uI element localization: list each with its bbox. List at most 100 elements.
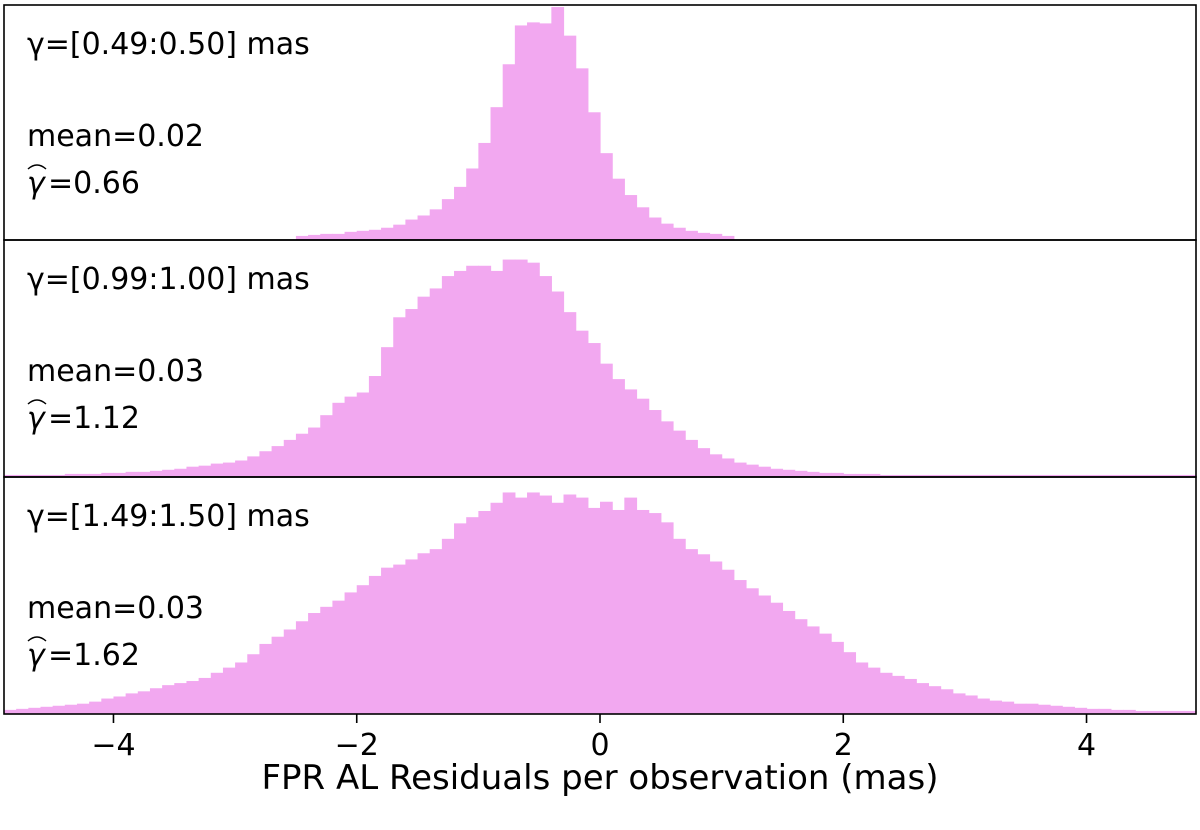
histogram-bar: [308, 427, 321, 477]
histogram-bar: [806, 626, 820, 714]
histogram-bar: [733, 462, 747, 477]
histogram-bar: [222, 462, 236, 477]
histogram-bar: [259, 643, 273, 714]
histogram-bar: [137, 691, 151, 714]
histogram-bar: [454, 186, 467, 240]
histogram-bar: [283, 439, 297, 477]
histogram-bar: [600, 153, 613, 240]
histogram-bar: [271, 446, 285, 477]
histogram-bar: [709, 561, 723, 714]
histogram-bar: [928, 686, 942, 714]
histogram-bar: [393, 317, 406, 477]
histogram-bar: [332, 233, 346, 240]
histogram-bar: [551, 502, 565, 714]
histogram-bar: [551, 291, 565, 477]
histogram-bar: [222, 667, 236, 714]
histogram-bar: [1110, 474, 1124, 477]
histogram-bar: [514, 25, 528, 240]
histogram-bar: [977, 698, 990, 714]
histogram-bar: [76, 703, 90, 714]
histogram-bar: [344, 396, 358, 477]
histogram-bar: [1123, 709, 1136, 714]
histogram-bar: [1183, 710, 1197, 714]
histogram-bar: [551, 7, 565, 241]
histogram-bar: [843, 652, 857, 714]
histogram-bar: [320, 606, 334, 714]
histogram-bar: [478, 511, 492, 714]
mean-label: mean=0.03: [27, 354, 204, 389]
histogram-bar: [916, 474, 930, 477]
gamma-range-label: γ=[1.49:1.50] mas: [27, 499, 310, 534]
histogram-bar: [16, 708, 29, 714]
histogram-bar: [76, 473, 90, 477]
histogram-bar: [1037, 704, 1051, 714]
histogram-bar: [1074, 474, 1088, 477]
histogram-bar: [4, 474, 17, 477]
histogram-bar: [52, 705, 66, 714]
gamma-hat-label: =1.62: [48, 638, 140, 673]
histogram-bar: [332, 600, 346, 714]
histogram-bar: [125, 471, 139, 477]
histogram-bar: [1159, 710, 1173, 714]
histogram-bar: [186, 681, 200, 714]
histogram-bar: [928, 474, 942, 477]
histogram-bar: [271, 636, 285, 714]
histogram-bar: [125, 693, 139, 714]
histogram-bar: [283, 629, 297, 714]
histogram-bar: [259, 451, 273, 477]
histogram-bar: [1098, 474, 1112, 477]
histogram-bar: [794, 470, 808, 477]
histogram-bar: [721, 569, 735, 714]
histogram-bar: [381, 347, 394, 477]
histogram-bar: [235, 460, 248, 477]
histogram-bar: [1135, 710, 1148, 714]
histogram-panel: γ=[1.49:1.50] mas mean=0.03 γ =1.62: [3, 476, 1197, 715]
histogram-bar: [855, 473, 869, 477]
histogram-bar: [1037, 474, 1051, 477]
histogram-bar: [697, 554, 711, 714]
histogram-bar: [16, 474, 29, 477]
histogram-bar: [89, 473, 102, 477]
histogram-bar: [429, 209, 443, 240]
histogram-bar: [977, 474, 990, 477]
histogram-bar: [101, 698, 115, 714]
histogram-bar: [879, 672, 893, 714]
x-tick-label: 4: [1077, 728, 1096, 763]
histogram-bar: [964, 474, 978, 477]
histogram-bar: [454, 270, 467, 477]
histogram-bar: [1013, 474, 1027, 477]
histogram-bar: [600, 501, 613, 714]
histogram-bar: [368, 376, 382, 477]
histogram-bar: [575, 68, 589, 240]
histogram-bar: [393, 224, 406, 240]
histogram-bar: [612, 509, 625, 714]
histogram-bar: [466, 168, 479, 240]
histogram-bar: [758, 466, 771, 477]
histogram-bar: [940, 689, 954, 714]
histogram-bar: [612, 178, 625, 240]
histogram-bar: [1062, 706, 1075, 714]
histogram-bar: [855, 662, 869, 714]
histogram-bar: [1086, 708, 1100, 714]
histogram-bar: [295, 433, 309, 477]
histogram-bar: [137, 471, 151, 477]
histogram-bar: [320, 415, 334, 477]
histogram-bar: [672, 538, 686, 714]
histogram-bar: [466, 517, 479, 714]
histogram-bar: [563, 494, 577, 714]
histogram-bar: [113, 472, 127, 477]
histogram-bar: [1050, 705, 1063, 714]
histogram-bar: [952, 693, 966, 714]
histogram-bar: [162, 469, 175, 477]
histogram-bar: [356, 230, 370, 240]
histogram-bar: [1086, 474, 1100, 477]
histogram-bar: [891, 675, 905, 714]
histogram-bar: [1171, 474, 1185, 477]
gamma-range-label: γ=[0.49:0.50] mas: [27, 27, 310, 62]
histogram-bar: [891, 474, 905, 477]
histogram-bar: [989, 700, 1002, 714]
histogram-bar: [1001, 474, 1015, 477]
gamma-hat-symbol: γ: [27, 401, 47, 436]
histogram-bar: [575, 497, 589, 714]
